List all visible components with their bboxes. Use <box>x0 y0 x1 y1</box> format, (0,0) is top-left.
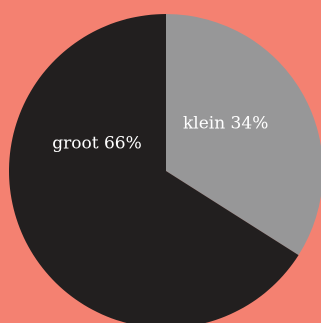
pie-slice-label-1: groot 66% <box>52 134 142 154</box>
pie-slice-label-0: klein 34% <box>183 114 268 134</box>
pie-slice-1 <box>9 14 299 323</box>
pie-slice-0 <box>166 14 321 256</box>
pie-slices <box>9 14 321 323</box>
pie-labels: klein 34% groot 66% <box>52 114 268 154</box>
